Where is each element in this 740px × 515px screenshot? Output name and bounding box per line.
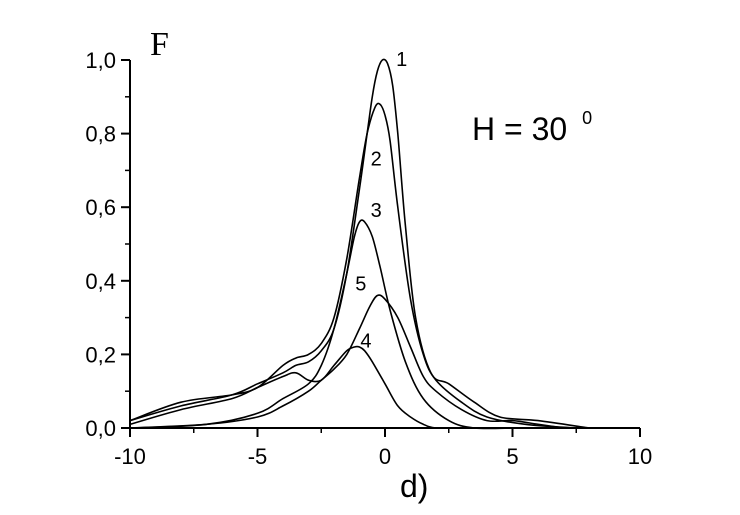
curve-label-2: 2: [371, 148, 382, 170]
curve-label-4: 4: [360, 331, 371, 353]
y-tick-label: 0,0: [85, 416, 116, 441]
annotation-superscript: 0: [582, 108, 592, 128]
annotation-text: H = 30: [472, 111, 567, 147]
x-tick-label: -5: [248, 444, 268, 469]
x-tick-label: 0: [379, 444, 391, 469]
ticks: -10 -5 0 5 100,00,20,40,60,81,0: [85, 48, 652, 469]
y-tick-label: 0,2: [85, 342, 116, 367]
curve-label-3: 3: [371, 200, 382, 222]
curve-label-5: 5: [355, 273, 366, 295]
curve-label-1: 1: [396, 49, 407, 71]
y-tick-label: 0,4: [85, 269, 116, 294]
x-tick-label: 5: [506, 444, 518, 469]
panel-caption: d): [400, 468, 428, 504]
y-tick-label: 0,6: [85, 195, 116, 220]
series-line-1: [129, 58, 590, 429]
series-line-5: [129, 294, 565, 429]
x-tick-label: -10: [114, 444, 146, 469]
curve-labels: 1 2 3 4 5: [355, 49, 407, 353]
y-tick-label: 0,8: [85, 122, 116, 147]
y-axis-title: F: [150, 26, 169, 63]
series-line-2: [129, 102, 578, 429]
series-line-3: [129, 219, 514, 430]
x-tick-label: 10: [628, 444, 652, 469]
curves: [129, 58, 590, 430]
y-tick-label: 1,0: [85, 48, 116, 73]
annotation: H = 30 0: [472, 108, 592, 147]
